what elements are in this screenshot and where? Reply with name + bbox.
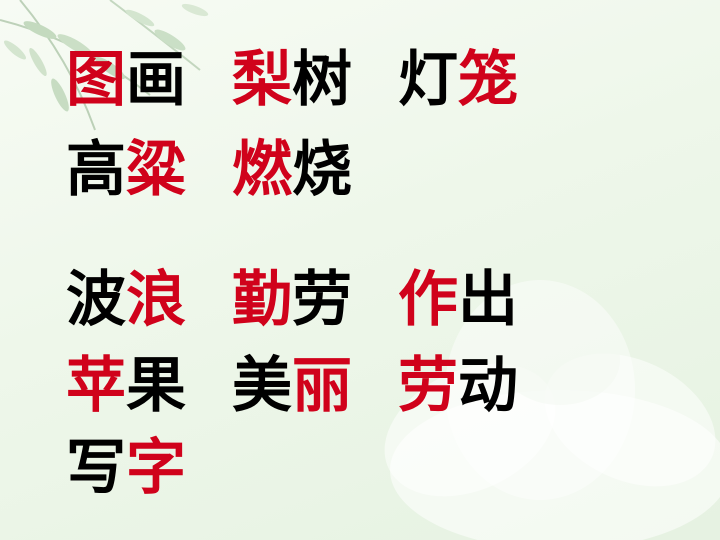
word-line: 图画梨树灯笼 [0,46,720,114]
word-line: 写字 [0,434,720,502]
character-highlighted: 笼 [458,45,518,115]
character-highlighted: 勤 [232,265,292,335]
character: 美 [232,351,292,421]
word-line: 苹果美丽劳动 [0,352,720,420]
character-highlighted: 劳 [398,351,458,421]
character-highlighted: 燃 [232,135,292,205]
word-line: 高粱燃烧 [0,136,720,204]
character: 果 [126,351,186,421]
character: 写 [66,433,126,503]
word: 梨树 [232,46,352,114]
character-highlighted: 作 [398,265,458,335]
word: 灯笼 [398,46,518,114]
character-highlighted: 浪 [126,265,186,335]
character-highlighted: 丽 [292,351,352,421]
word: 图画 [66,46,186,114]
word-line: 波浪勤劳作出 [0,266,720,334]
word: 燃烧 [232,136,352,204]
word: 波浪 [66,266,186,334]
character: 画 [126,45,186,115]
character: 劳 [292,265,352,335]
lotus-flower-decoration [384,280,720,540]
character-highlighted: 图 [66,45,126,115]
word: 写字 [66,434,186,502]
word: 高粱 [66,136,186,204]
character: 烧 [292,135,352,205]
character-highlighted: 梨 [232,45,292,115]
character: 高 [66,135,126,205]
character-highlighted: 字 [126,433,186,503]
word: 作出 [398,266,518,334]
character: 树 [292,45,352,115]
word: 劳动 [398,352,518,420]
word: 美丽 [232,352,352,420]
character-highlighted: 苹 [66,351,126,421]
character: 动 [458,351,518,421]
character: 波 [66,265,126,335]
willow-leaves-decoration [0,0,209,131]
word: 苹果 [66,352,186,420]
character-highlighted: 粱 [126,135,186,205]
word: 勤劳 [232,266,352,334]
character: 灯 [398,45,458,115]
character: 出 [458,265,518,335]
